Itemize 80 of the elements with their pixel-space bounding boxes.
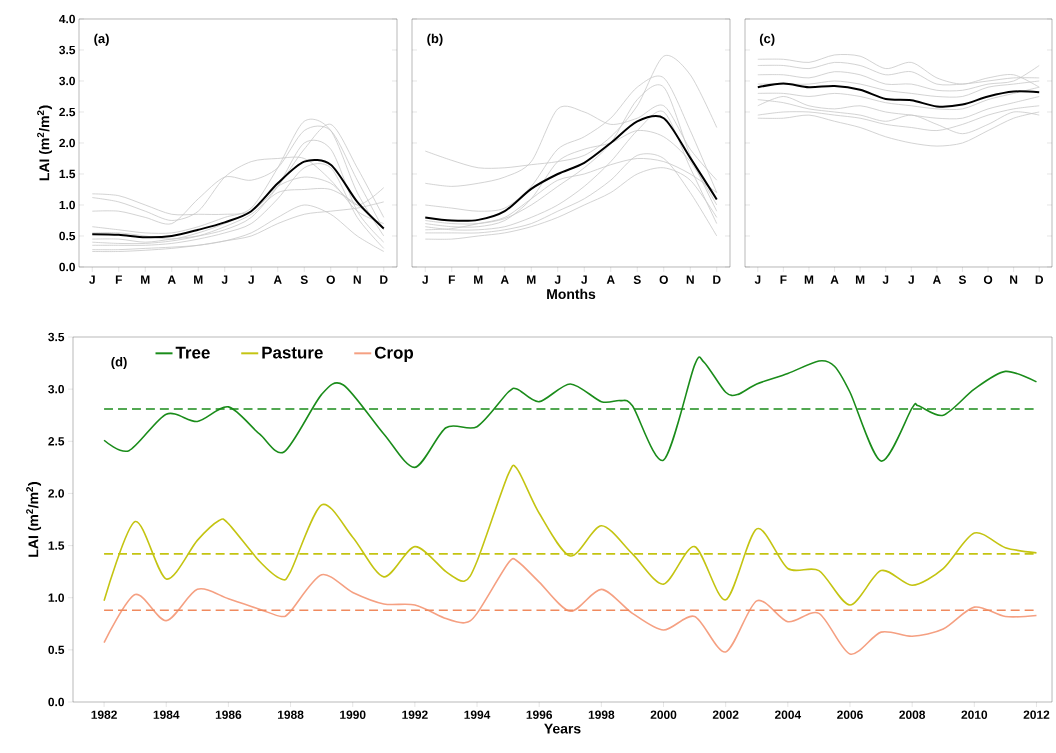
y-tick-label: 4.0 bbox=[59, 14, 75, 24]
y-tick-label: 0.0 bbox=[48, 697, 65, 707]
annotation: (d) bbox=[111, 356, 127, 370]
x-tick-label: A bbox=[500, 275, 509, 284]
x-tick-label: M bbox=[194, 275, 203, 284]
x-tick-label: F bbox=[780, 275, 787, 284]
x-tick-label: F bbox=[448, 275, 455, 284]
x-tick-label: 1984 bbox=[153, 710, 180, 719]
x-tick-label: 1986 bbox=[215, 710, 242, 719]
x-tick-label: S bbox=[958, 275, 966, 284]
x-tick-label: S bbox=[300, 275, 308, 284]
y-tick-label: 1.5 bbox=[48, 541, 65, 550]
x-tick-label: 2006 bbox=[837, 710, 863, 719]
x-axis-title: Years bbox=[544, 723, 581, 734]
x-tick-label: A bbox=[830, 275, 839, 284]
y-axis-title: LAI (m$^{2}$/m$^{2}$) bbox=[26, 482, 42, 557]
legend-label: Pasture bbox=[262, 346, 323, 359]
legend-label: Tree bbox=[175, 346, 210, 359]
x-tick-label: M bbox=[474, 275, 483, 284]
x-tick-label: M bbox=[855, 275, 865, 284]
y-tick-label: 3.5 bbox=[59, 45, 76, 55]
y-tick-label: 3.0 bbox=[59, 76, 75, 86]
y-tick-label: 2.0 bbox=[48, 489, 65, 498]
x-tick-label: A bbox=[932, 275, 941, 284]
x-tick-label: J bbox=[882, 275, 889, 284]
y-tick-label: 3.0 bbox=[48, 384, 65, 394]
x-tick-label: J bbox=[754, 275, 761, 284]
x-tick-label: 2004 bbox=[774, 710, 802, 719]
x-tick-label: J bbox=[89, 275, 95, 284]
y-tick-label: 1.0 bbox=[48, 593, 65, 602]
y-tick-label: 3.5 bbox=[48, 332, 65, 342]
x-tick-label: J bbox=[248, 275, 254, 284]
x-tick-label: O bbox=[983, 275, 993, 284]
annotation: (b) bbox=[427, 33, 443, 46]
x-tick-label: 2000 bbox=[650, 710, 677, 719]
x-tick-label: D bbox=[380, 275, 388, 284]
x-tick-label: N bbox=[1010, 275, 1018, 284]
y-tick-label: 0.5 bbox=[48, 645, 65, 655]
x-tick-label: 1988 bbox=[278, 710, 304, 719]
x-tick-label: F bbox=[115, 275, 122, 284]
y-axis-title: LAI (m$^{2}$/m$^{2}$) bbox=[37, 105, 53, 181]
x-tick-label: 2002 bbox=[712, 710, 739, 719]
x-tick-label: 1996 bbox=[526, 710, 553, 719]
x-tick-label: S bbox=[633, 275, 641, 284]
annotation: (c) bbox=[759, 33, 775, 46]
x-tick-label: 2008 bbox=[899, 710, 926, 719]
x-axis-title: Months bbox=[547, 288, 596, 300]
y-tick-label: 2.5 bbox=[59, 107, 76, 117]
legend-label: Crop bbox=[374, 346, 414, 362]
x-tick-label: O bbox=[659, 275, 668, 284]
x-tick-label: N bbox=[686, 275, 694, 284]
y-tick-label: 0.0 bbox=[59, 262, 75, 272]
annotation: (a) bbox=[94, 33, 109, 46]
y-tick-label: 2.0 bbox=[59, 138, 75, 148]
y-tick-label: 1.0 bbox=[59, 200, 75, 210]
x-tick-label: A bbox=[606, 275, 615, 284]
x-tick-label: 1990 bbox=[340, 710, 366, 719]
y-tick-label: 1.5 bbox=[59, 169, 76, 179]
x-tick-label: J bbox=[581, 275, 587, 284]
x-tick-label: D bbox=[1035, 275, 1044, 284]
x-tick-label: J bbox=[221, 275, 228, 284]
x-tick-label: J bbox=[422, 275, 428, 284]
x-tick-label: D bbox=[713, 275, 721, 284]
x-tick-label: M bbox=[527, 275, 536, 284]
x-tick-label: 1994 bbox=[464, 710, 491, 719]
x-tick-label: 1998 bbox=[588, 710, 615, 719]
x-tick-label: J bbox=[908, 275, 914, 284]
y-tick-label: 0.5 bbox=[59, 231, 76, 241]
x-tick-label: 2010 bbox=[961, 710, 988, 719]
x-tick-label: N bbox=[353, 275, 361, 284]
x-tick-label: A bbox=[167, 275, 176, 284]
x-tick-label: M bbox=[804, 275, 814, 284]
x-tick-label: 1992 bbox=[402, 710, 428, 719]
y-tick-label: 2.5 bbox=[48, 437, 65, 446]
x-tick-label: M bbox=[141, 275, 150, 284]
x-tick-label: A bbox=[273, 275, 282, 284]
x-tick-label: J bbox=[554, 275, 561, 284]
x-tick-label: O bbox=[326, 275, 335, 284]
x-tick-label: 1982 bbox=[91, 710, 117, 719]
x-tick-label: 2012 bbox=[1023, 710, 1050, 719]
